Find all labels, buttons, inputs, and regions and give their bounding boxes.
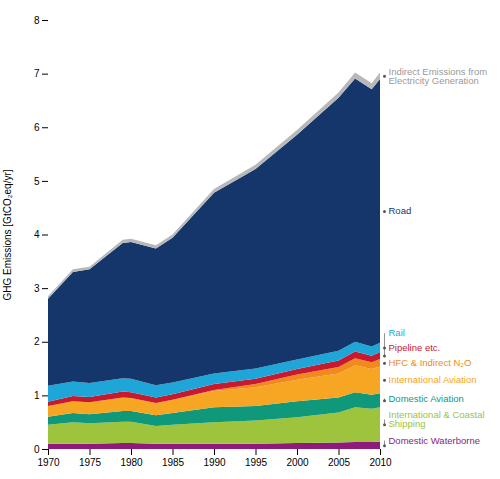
svg-text:6: 6 <box>34 122 40 133</box>
svg-text:HFC & Indirect N₂O: HFC & Indirect N₂O <box>389 357 472 368</box>
svg-text:2005: 2005 <box>328 457 351 468</box>
svg-text:7: 7 <box>34 68 40 79</box>
svg-text:1980: 1980 <box>120 457 143 468</box>
svg-text:1995: 1995 <box>245 457 268 468</box>
svg-text:2000: 2000 <box>286 457 309 468</box>
svg-text:1975: 1975 <box>79 457 102 468</box>
svg-text:1985: 1985 <box>162 457 185 468</box>
svg-text:1: 1 <box>34 390 40 401</box>
svg-text:4: 4 <box>34 229 40 240</box>
svg-text:2010: 2010 <box>369 457 392 468</box>
svg-text:3: 3 <box>34 283 40 294</box>
svg-text:Domestic Aviation: Domestic Aviation <box>389 393 464 404</box>
svg-text:2: 2 <box>34 336 40 347</box>
svg-text:Pipeline etc.: Pipeline etc. <box>389 342 441 353</box>
svg-text:1970: 1970 <box>37 457 60 468</box>
svg-text:International Aviation: International Aviation <box>389 374 477 385</box>
svg-text:GHG Emissions [GtCO₂eq/yr]: GHG Emissions [GtCO₂eq/yr] <box>2 169 13 300</box>
svg-text:0: 0 <box>34 444 40 455</box>
svg-text:5: 5 <box>34 176 40 187</box>
svg-text:International & CoastalShippin: International & CoastalShipping <box>389 409 485 430</box>
svg-text:Domestic Waterborne: Domestic Waterborne <box>389 435 481 446</box>
svg-text:Indirect Emissions fromElectri: Indirect Emissions fromElectricity Gener… <box>389 66 488 87</box>
svg-text:1990: 1990 <box>203 457 226 468</box>
svg-text:8: 8 <box>34 15 40 26</box>
svg-text:Road: Road <box>389 205 412 216</box>
svg-text:Rail: Rail <box>389 327 405 338</box>
